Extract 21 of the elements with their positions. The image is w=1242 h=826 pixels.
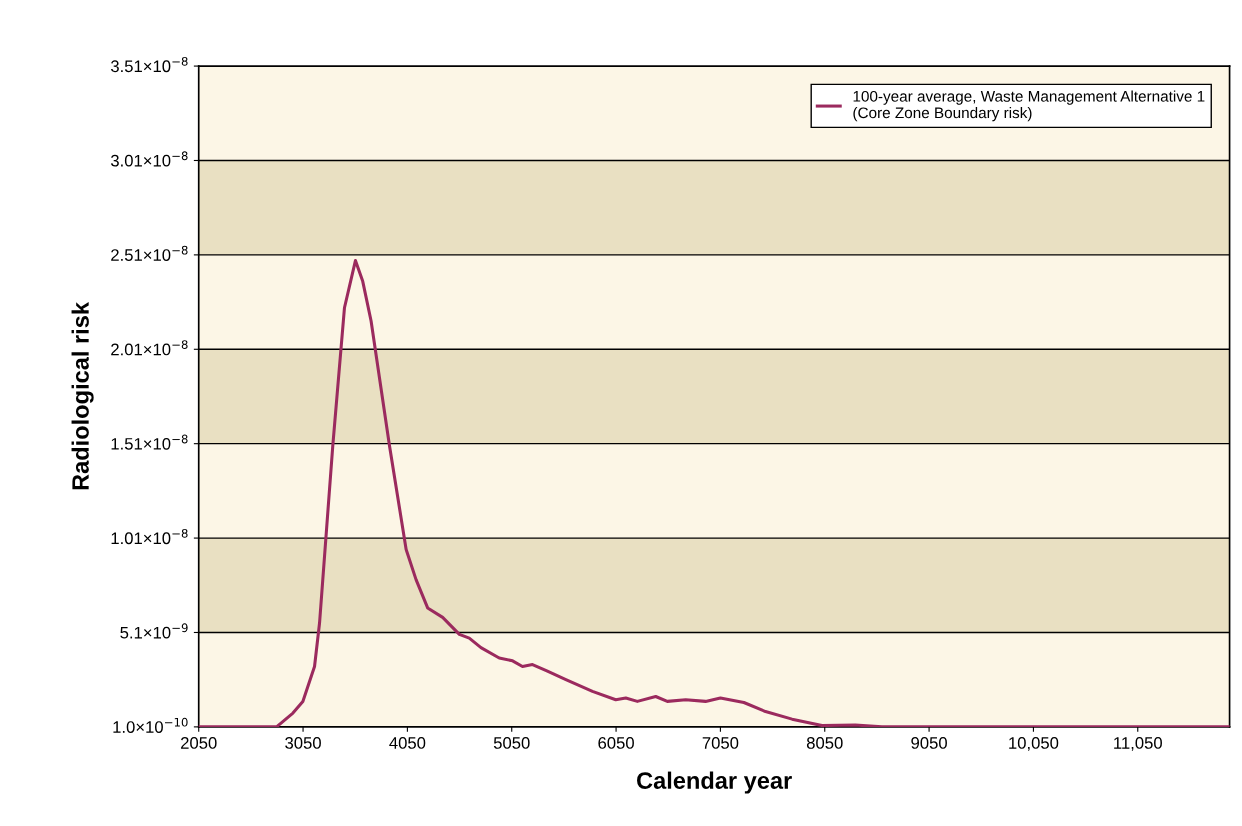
y-tick-label: 1.51×10$^{−8}$ — [111, 434, 188, 450]
x-tick-label: 9050 — [911, 737, 947, 749]
y-tick-label: 1.0×10$^{−10}$ — [113, 717, 188, 733]
x-tick-label: 11,050 — [1114, 737, 1162, 751]
x-tick-label: 7050 — [702, 737, 739, 749]
x-tick-label: 4050 — [389, 737, 426, 749]
y-tick-label: 5.1×10$^{−9}$ — [120, 623, 188, 639]
x-tick-label: 2050 — [181, 737, 217, 749]
x-tick-label: 6050 — [598, 737, 634, 749]
x-tick-label: 10,050 — [1009, 737, 1059, 751]
x-tick-label: 8050 — [806, 737, 843, 749]
x-tick-label: 3050 — [285, 737, 321, 749]
x-tick-label: 5050 — [493, 737, 530, 749]
legend-label: 100-year average, Waste Management Alternative 1 (Core Zone Boundary risk) — [853, 90, 1205, 122]
y-tick-label: 2.51×10$^{−8}$ — [111, 245, 188, 261]
y-tick-label: 3.51×10$^{−8}$ — [110, 56, 188, 73]
x-axis-title: Calendar year — [637, 771, 792, 794]
y-axis-title: Radiological risk — [71, 301, 94, 490]
y-tick-label: 3.01×10$^{−8}$ — [110, 151, 188, 167]
y-tick-label: 2.01×10$^{−8}$ — [111, 340, 188, 356]
y-tick-label: 1.01×10$^{−8}$ — [111, 528, 188, 545]
